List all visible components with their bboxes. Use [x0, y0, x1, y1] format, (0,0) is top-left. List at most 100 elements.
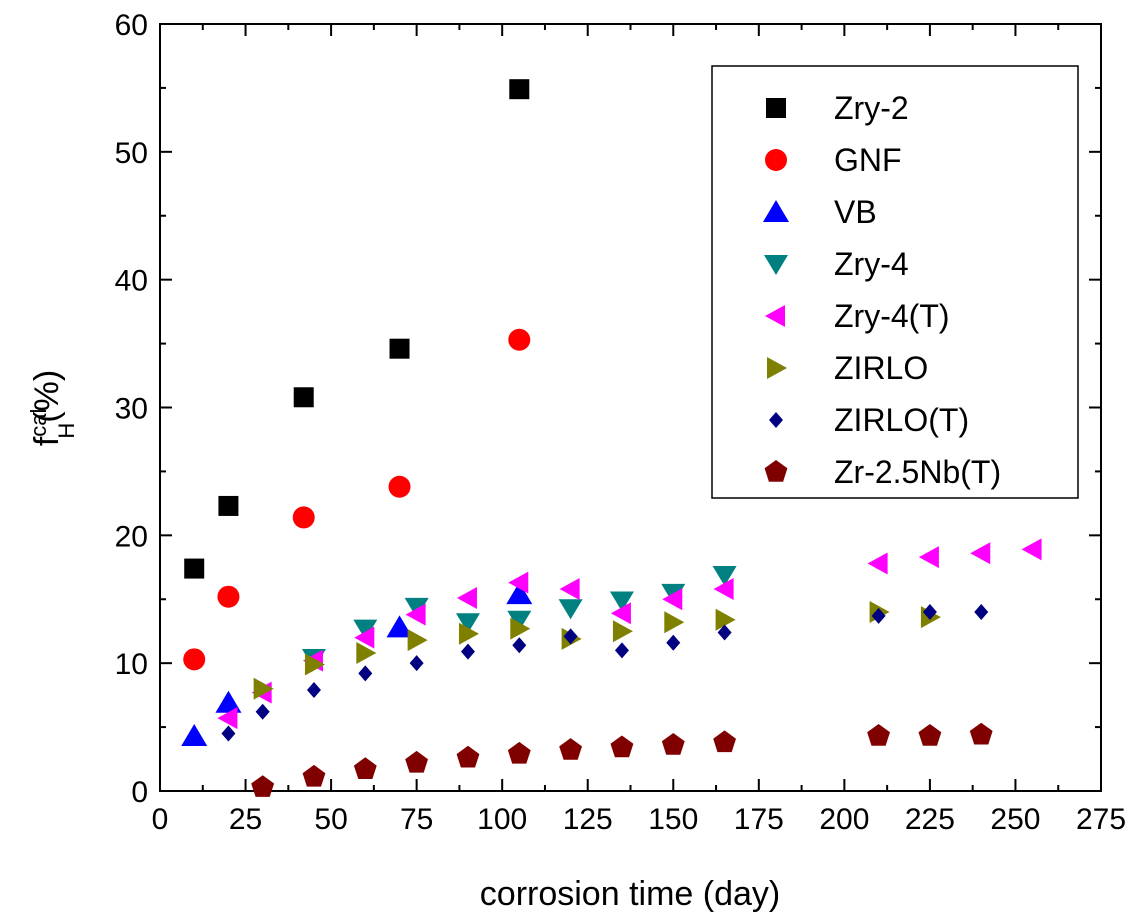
legend-label-zr-2-5nb-t: Zr-2.5Nb(T) — [834, 454, 1001, 490]
data-point-vb — [506, 582, 533, 605]
legend-label-gnf: GNF — [834, 142, 902, 178]
data-point-zirlo-t — [460, 643, 475, 660]
data-point-zry-4 — [712, 565, 737, 586]
legend-label-zirlo: ZIRLO — [834, 350, 928, 386]
x-tick-label: 250 — [990, 803, 1040, 836]
data-point-gnf — [217, 585, 240, 608]
data-point-zr-2-5nb-t — [302, 764, 326, 787]
y-axis-title-sup: cal — [26, 409, 51, 437]
x-tick-label: 0 — [152, 803, 169, 836]
legend-label-vb: VB — [834, 194, 877, 230]
y-tick-label: 30 — [115, 393, 148, 426]
y-axis-title: fcal H(%) — [26, 370, 79, 446]
y-tick-label: 20 — [115, 520, 148, 553]
data-point-zry-4 — [609, 591, 634, 612]
data-point-zry-2 — [218, 495, 239, 516]
x-tick-label: 100 — [477, 803, 527, 836]
data-point-zr-2-5nb-t — [353, 757, 377, 779]
data-point-zirlo-t — [974, 604, 989, 621]
data-point-zry-4 — [507, 610, 532, 631]
data-point-zirlo-t — [871, 607, 886, 624]
y-axis-title-tail: (%) — [28, 370, 66, 423]
data-point-zirlo-t — [512, 637, 527, 654]
data-point-zry-4-t — [970, 542, 991, 565]
data-point-zirlo-t — [221, 725, 236, 742]
data-point-zirlo — [253, 677, 274, 700]
data-point-gnf — [388, 475, 411, 498]
x-tick-label: 200 — [819, 803, 869, 836]
data-point-zry-2 — [184, 558, 205, 579]
data-point-vb — [215, 690, 242, 713]
x-tick-label: 75 — [400, 803, 433, 836]
data-point-zr-2-5nb-t — [867, 724, 890, 746]
x-tick-label: 225 — [905, 803, 955, 836]
legend-marker-gnf — [765, 149, 787, 171]
data-point-zirlo-t — [255, 703, 270, 720]
data-point-zry-4-t — [456, 586, 477, 609]
x-axis-title: corrosion time (day) — [480, 875, 780, 913]
y-tick-label: 50 — [115, 137, 148, 170]
legend-marker-zry-2 — [766, 98, 786, 118]
data-point-zr-2-5nb-t — [713, 730, 736, 753]
data-point-zirlo-t — [358, 665, 373, 682]
data-point-zr-2-5nb-t — [559, 738, 582, 760]
data-markers — [181, 79, 1042, 797]
data-point-zry-4-t — [713, 578, 734, 601]
data-point-zry-4-t — [405, 603, 426, 626]
data-point-zirlo-t — [409, 655, 424, 672]
data-point-zirlo — [407, 629, 428, 652]
x-tick-label: 50 — [314, 803, 347, 836]
data-point-zr-2-5nb-t — [405, 750, 428, 773]
data-point-zirlo-t — [717, 624, 732, 641]
data-point-zr-2-5nb-t — [251, 775, 275, 797]
data-point-zry-4-t — [354, 626, 375, 649]
data-point-zirlo-t — [563, 628, 578, 645]
data-point-zry-2 — [509, 79, 530, 100]
x-tick-label: 275 — [1076, 803, 1126, 836]
data-point-zry-2 — [293, 387, 314, 408]
legend-label-zry-4: Zry-4 — [834, 246, 909, 282]
data-point-zirlo — [715, 608, 736, 631]
y-tick-label: 0 — [131, 776, 148, 809]
data-point-zry-4-t — [867, 552, 888, 575]
data-point-zirlo — [356, 641, 377, 664]
data-point-zry-2 — [389, 338, 410, 359]
x-tick-label: 25 — [229, 803, 262, 836]
legend-marker-zry-4 — [764, 255, 788, 275]
y-axis-title-sub: H — [54, 423, 79, 439]
legend-marker-zirlo-t — [769, 412, 783, 428]
data-point-gnf — [292, 506, 315, 529]
data-point-zirlo — [458, 622, 479, 645]
data-point-zry-4 — [558, 599, 583, 620]
x-tick-label: 125 — [563, 803, 613, 836]
data-point-zirlo — [304, 653, 325, 676]
data-point-vb — [386, 615, 413, 638]
data-point-zry-4-t — [508, 571, 529, 594]
y-tick-label: 60 — [115, 9, 148, 42]
legend-marker-vb — [763, 200, 789, 222]
legend-label-zry-4-t: Zry-4(T) — [834, 298, 950, 334]
data-point-zr-2-5nb-t — [918, 724, 942, 746]
data-point-zr-2-5nb-t — [969, 722, 993, 745]
data-point-zirlo — [612, 620, 633, 643]
legend-marker-zr-2-5nb-t — [764, 460, 788, 482]
legend: Zry-2 GNF VB Zry-4 Zry-4(T) ZIRLO ZIRLO(T) Zr-2… — [711, 65, 1079, 499]
data-point-zirlo — [510, 617, 531, 640]
data-point-zirlo-t — [306, 682, 321, 699]
data-point-zirlo-t — [614, 642, 629, 659]
data-point-zr-2-5nb-t — [661, 733, 685, 755]
data-point-zirlo — [664, 611, 685, 634]
data-point-zry-4-t — [1021, 538, 1042, 561]
legend-marker-zirlo — [767, 357, 787, 379]
data-point-zry-4-t — [918, 546, 939, 569]
x-tick-label: 175 — [734, 803, 784, 836]
y-tick-label: 40 — [115, 265, 148, 298]
data-point-zry-4-t — [559, 578, 580, 601]
legend-label-zirlo-t: ZIRLO(T) — [834, 402, 969, 438]
data-point-zr-2-5nb-t — [507, 741, 531, 764]
data-point-vb — [181, 724, 208, 747]
legend-box — [711, 65, 1079, 499]
legend-marker-zry-4-t — [765, 305, 785, 327]
y-axis-title-base: f — [28, 436, 66, 446]
